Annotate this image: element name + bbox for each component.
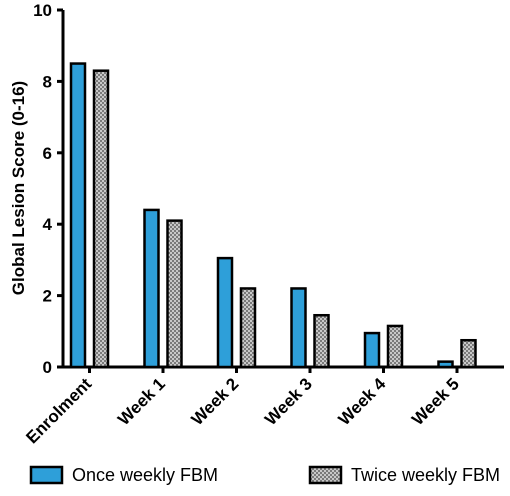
- y-tick-label: 0: [43, 358, 52, 377]
- legend: Once weekly FBM Twice weekly FBM: [29, 465, 500, 485]
- legend-swatch: [308, 465, 343, 485]
- y-tick-label: 10: [33, 1, 52, 20]
- bar-twice-weekly: [386, 324, 404, 369]
- legend-label: Twice weekly FBM: [351, 465, 500, 485]
- bar-twice-weekly: [239, 287, 257, 369]
- bar-once-weekly: [363, 331, 381, 369]
- x-tick-label: Enrolment: [22, 374, 95, 447]
- bars: [69, 62, 477, 369]
- x-tick-label: Week 3: [261, 374, 316, 429]
- x-tick-label: Week 1: [114, 374, 169, 429]
- x-tick-label: Week 4: [335, 374, 390, 429]
- bar-twice-weekly: [166, 219, 183, 369]
- x-tick-labels: Enrolment Week 1 Week 2 Week 3 Week 4 Week 5: [22, 374, 462, 447]
- x-tick-label: Week 2: [188, 374, 243, 429]
- y-axis-title: Global Lesion Score (0-16): [9, 81, 28, 295]
- bar-once-weekly: [290, 287, 307, 369]
- y-tick-label: 2: [43, 287, 52, 306]
- y-tick-label: 8: [43, 72, 52, 91]
- y-tick-label: 4: [43, 215, 53, 234]
- legend-swatch: [29, 465, 64, 485]
- bar-once-weekly: [143, 208, 160, 369]
- bar-twice-weekly: [92, 69, 110, 369]
- y-tick-label: 6: [43, 144, 52, 163]
- bar-once-weekly: [437, 360, 454, 369]
- x-tick-label: Week 5: [408, 374, 463, 429]
- y-tick-labels: 0 2 4 6 8 10: [33, 1, 52, 377]
- bar-once-weekly: [69, 62, 87, 369]
- bar-once-weekly: [216, 256, 234, 369]
- bar-twice-weekly: [460, 338, 477, 369]
- bar-twice-weekly: [313, 313, 330, 369]
- axes: [57, 8, 504, 373]
- legend-label: Once weekly FBM: [72, 465, 218, 485]
